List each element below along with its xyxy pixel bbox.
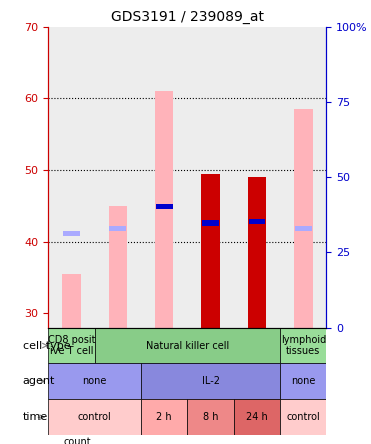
Text: cell type: cell type [23,341,70,351]
Bar [141,27,187,328]
Bar [249,219,265,224]
Text: IL-2: IL-2 [201,377,220,386]
FancyBboxPatch shape [280,364,326,399]
Bar [280,27,326,328]
Bar [109,206,127,328]
FancyBboxPatch shape [280,328,326,364]
Bar [234,27,280,328]
FancyBboxPatch shape [234,399,280,435]
Title: GDS3191 / 239089_at: GDS3191 / 239089_at [111,10,264,24]
Text: 2 h: 2 h [156,412,172,422]
Bar [294,109,312,328]
Bar [50,439,59,444]
Bar [95,27,141,328]
Text: 24 h: 24 h [246,412,268,422]
Text: control: control [286,412,320,422]
Bar [248,177,266,328]
Text: CD8 posit
ive T cell: CD8 posit ive T cell [47,335,95,357]
Text: lymphoid
tissues: lymphoid tissues [281,335,326,357]
Text: time: time [23,412,48,422]
Bar [109,226,126,231]
Bar [156,204,173,210]
Text: count: count [63,436,91,444]
FancyBboxPatch shape [141,364,280,399]
FancyBboxPatch shape [280,399,326,435]
FancyBboxPatch shape [141,399,187,435]
Bar [295,226,312,231]
Bar [62,274,81,328]
Text: Natural killer cell: Natural killer cell [146,341,229,351]
Bar [63,231,80,236]
Bar [202,220,219,226]
Text: none: none [82,377,107,386]
Bar [48,27,95,328]
Text: none: none [291,377,315,386]
FancyBboxPatch shape [95,328,280,364]
Bar [187,27,234,328]
Bar [155,91,174,328]
Text: 8 h: 8 h [203,412,218,422]
Bar [201,174,220,328]
FancyBboxPatch shape [187,399,234,435]
Text: agent: agent [23,377,55,386]
FancyBboxPatch shape [48,364,141,399]
FancyBboxPatch shape [48,328,95,364]
Text: control: control [78,412,111,422]
FancyBboxPatch shape [48,399,141,435]
